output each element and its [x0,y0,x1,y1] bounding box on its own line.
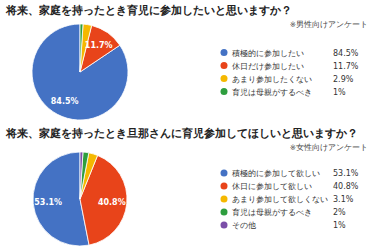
pie-slice [80,152,89,199]
legend-value: 3.1% [333,195,354,204]
chart-title: 将来、家庭を持ったとき旦那さんに育児参加してほしいと思いますか？ [5,127,358,140]
chart-root: 将来、家庭を持ったとき育児に参加したいと思いますか？ ※男性向けアンケート 84.5… [0,0,375,250]
pie-slice [80,152,83,199]
chart-title: 将来、家庭を持ったとき育児に参加したいと思いますか？ [5,4,292,17]
legend-swatch [221,170,228,177]
legend-label: 積極的に参加したい [232,49,304,58]
legend-value: 11.7% [333,62,359,71]
legend-swatch [221,222,228,229]
legend-label: 休日に参加して欲しい [232,182,312,191]
legend-value: 53.1% [333,169,359,178]
pie-slice [80,153,98,199]
chart-note: ※男性向けアンケート [290,20,368,29]
legend-label: その他 [232,221,256,230]
legend-label: 積極的に参加して欲しい [232,169,320,178]
legend-label: 育児は母親がするべき [232,88,312,97]
legend-swatch [221,88,228,95]
data-label: 53.1% [34,198,62,207]
pie-slice [32,24,128,120]
legend-label: あまり参加したくない [232,75,312,84]
chart-note: ※女性向けアンケート [290,143,368,152]
data-label: 84.5% [51,97,79,106]
legend-swatch [221,62,228,69]
legend-swatch [221,75,228,82]
pie [33,152,127,246]
legend-swatch [221,209,228,216]
data-label: 40.8% [98,198,126,207]
legend-value: 40.8% [333,182,359,191]
legend-swatch [221,49,228,56]
data-label: 11.7% [85,41,113,50]
legend-value: 2.9% [333,75,354,84]
legend-label: 休日だけ参加したい [232,62,304,71]
legend-swatch [221,196,228,203]
legend-value: 1% [333,88,346,97]
legend-value: 2% [333,208,346,217]
legend-label: 育児は母親がするべき [232,208,312,217]
pie [32,24,128,120]
legend-value: 84.5% [333,49,359,58]
pie-slice [80,24,83,72]
legend-swatch [221,183,228,190]
legend-label: あまり参加して欲しくない [232,195,328,204]
legend-value: 1% [333,221,346,230]
